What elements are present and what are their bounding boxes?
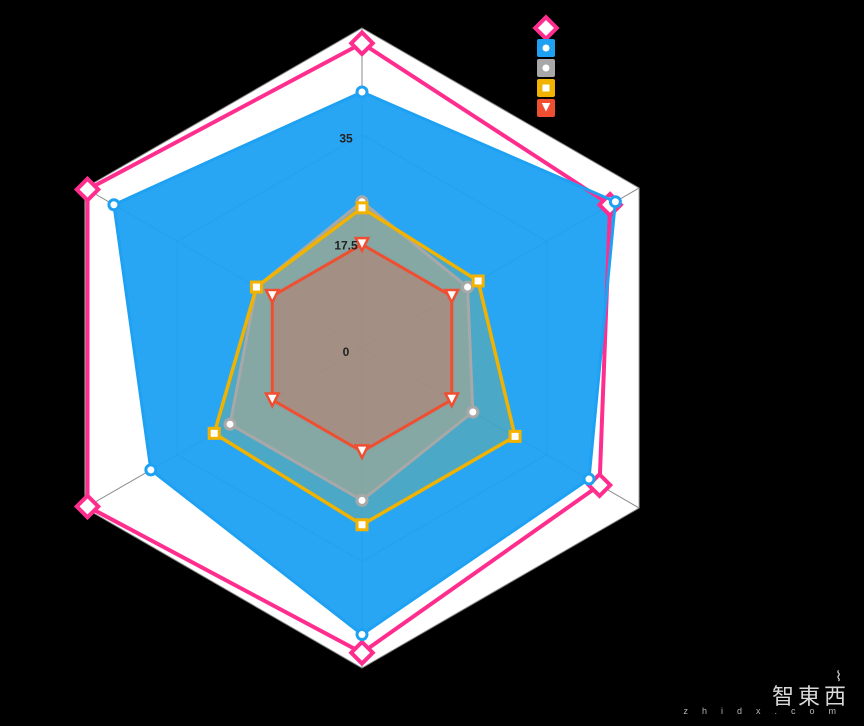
watermark: ⌇ 智東西 zhidx.com: [683, 685, 850, 716]
watermark-en: zhidx.com: [683, 707, 850, 716]
radar-chart: 0 17.5 35: [0, 0, 864, 726]
svg-text:0: 0: [343, 345, 350, 359]
svg-text:35: 35: [339, 132, 353, 146]
wifi-icon: ⌇: [835, 671, 842, 686]
svg-text:17.5: 17.5: [334, 238, 358, 252]
